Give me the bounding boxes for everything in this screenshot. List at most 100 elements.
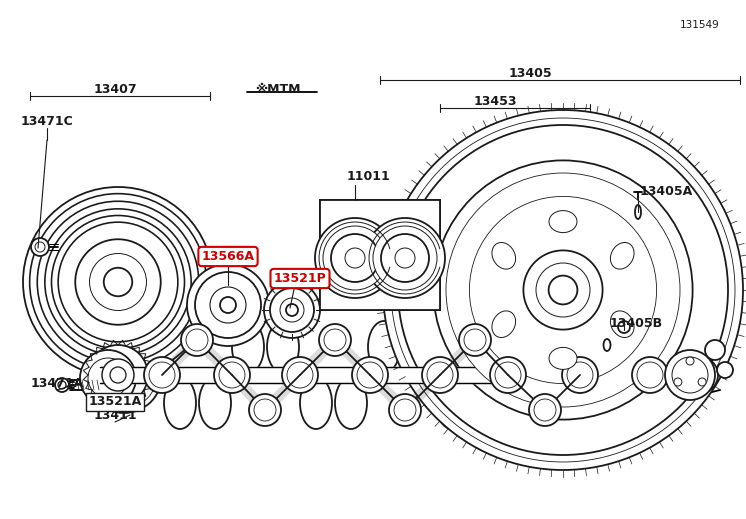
Ellipse shape xyxy=(55,378,69,392)
Ellipse shape xyxy=(110,367,126,383)
Ellipse shape xyxy=(610,242,634,269)
Ellipse shape xyxy=(88,345,148,405)
FancyBboxPatch shape xyxy=(320,200,440,310)
FancyBboxPatch shape xyxy=(320,200,440,310)
Text: ※MTM: ※MTM xyxy=(255,83,301,96)
Text: 13407: 13407 xyxy=(93,83,137,96)
Ellipse shape xyxy=(686,357,694,365)
Ellipse shape xyxy=(58,222,178,342)
Ellipse shape xyxy=(395,248,415,268)
Ellipse shape xyxy=(287,362,313,388)
Ellipse shape xyxy=(102,359,134,391)
Ellipse shape xyxy=(373,226,437,290)
Ellipse shape xyxy=(433,160,692,419)
Ellipse shape xyxy=(345,248,365,268)
Text: 13521A: 13521A xyxy=(88,395,142,408)
Ellipse shape xyxy=(210,287,246,323)
Ellipse shape xyxy=(548,276,577,305)
Text: 13453: 13453 xyxy=(473,95,517,108)
Ellipse shape xyxy=(280,298,304,322)
Ellipse shape xyxy=(181,324,213,356)
Ellipse shape xyxy=(682,357,718,393)
Ellipse shape xyxy=(398,125,728,455)
Text: 13566A: 13566A xyxy=(201,250,254,263)
Ellipse shape xyxy=(665,350,715,400)
Ellipse shape xyxy=(427,362,453,388)
Ellipse shape xyxy=(254,399,276,421)
Ellipse shape xyxy=(490,357,526,393)
Ellipse shape xyxy=(635,205,641,219)
Ellipse shape xyxy=(91,342,157,408)
Ellipse shape xyxy=(687,362,713,388)
Ellipse shape xyxy=(319,324,351,356)
Ellipse shape xyxy=(264,282,320,338)
Ellipse shape xyxy=(536,263,590,317)
Ellipse shape xyxy=(389,394,421,426)
Ellipse shape xyxy=(35,242,45,252)
Ellipse shape xyxy=(383,110,743,470)
Ellipse shape xyxy=(37,201,198,363)
Ellipse shape xyxy=(539,321,571,373)
Ellipse shape xyxy=(352,357,388,393)
Ellipse shape xyxy=(495,362,521,388)
Text: 13405B: 13405B xyxy=(610,317,663,330)
Text: 13471A: 13471A xyxy=(31,377,84,390)
Ellipse shape xyxy=(286,304,298,316)
Ellipse shape xyxy=(504,321,536,373)
Ellipse shape xyxy=(58,381,66,389)
Ellipse shape xyxy=(315,218,395,298)
Ellipse shape xyxy=(436,377,468,429)
Ellipse shape xyxy=(567,362,593,388)
Ellipse shape xyxy=(534,399,556,421)
Ellipse shape xyxy=(391,118,735,462)
Text: 13411: 13411 xyxy=(93,409,137,422)
Ellipse shape xyxy=(199,377,231,429)
Ellipse shape xyxy=(323,226,387,290)
Ellipse shape xyxy=(674,378,682,386)
Ellipse shape xyxy=(300,377,332,429)
Ellipse shape xyxy=(471,377,503,429)
Ellipse shape xyxy=(23,187,213,377)
Ellipse shape xyxy=(357,362,383,388)
Text: 13405: 13405 xyxy=(508,67,552,80)
Ellipse shape xyxy=(104,268,132,296)
Ellipse shape xyxy=(492,242,515,269)
Ellipse shape xyxy=(604,339,610,351)
Ellipse shape xyxy=(562,357,598,393)
Ellipse shape xyxy=(529,394,561,426)
Ellipse shape xyxy=(672,357,708,393)
Ellipse shape xyxy=(549,211,577,233)
Ellipse shape xyxy=(422,357,458,393)
Text: 131549: 131549 xyxy=(680,20,720,30)
Ellipse shape xyxy=(164,377,196,429)
Ellipse shape xyxy=(549,347,577,370)
Text: 13405A: 13405A xyxy=(640,185,693,198)
Ellipse shape xyxy=(324,329,346,351)
Ellipse shape xyxy=(144,357,180,393)
Ellipse shape xyxy=(214,357,250,393)
Ellipse shape xyxy=(610,311,634,337)
Ellipse shape xyxy=(459,186,668,394)
Ellipse shape xyxy=(149,362,175,388)
Ellipse shape xyxy=(267,321,299,373)
Ellipse shape xyxy=(219,362,245,388)
Ellipse shape xyxy=(381,234,429,282)
Text: 11011: 11011 xyxy=(346,170,390,183)
Ellipse shape xyxy=(232,321,264,373)
Ellipse shape xyxy=(698,378,706,386)
Ellipse shape xyxy=(187,264,269,346)
Ellipse shape xyxy=(90,253,146,310)
Ellipse shape xyxy=(464,329,486,351)
Ellipse shape xyxy=(86,337,162,413)
Ellipse shape xyxy=(365,218,445,298)
Ellipse shape xyxy=(45,209,191,355)
Ellipse shape xyxy=(30,194,207,371)
FancyBboxPatch shape xyxy=(320,200,440,310)
Ellipse shape xyxy=(618,321,630,333)
Ellipse shape xyxy=(492,311,515,337)
Ellipse shape xyxy=(220,297,236,313)
Text: 13521P: 13521P xyxy=(274,272,327,285)
Ellipse shape xyxy=(75,239,160,325)
Ellipse shape xyxy=(368,321,400,373)
Ellipse shape xyxy=(31,238,49,256)
